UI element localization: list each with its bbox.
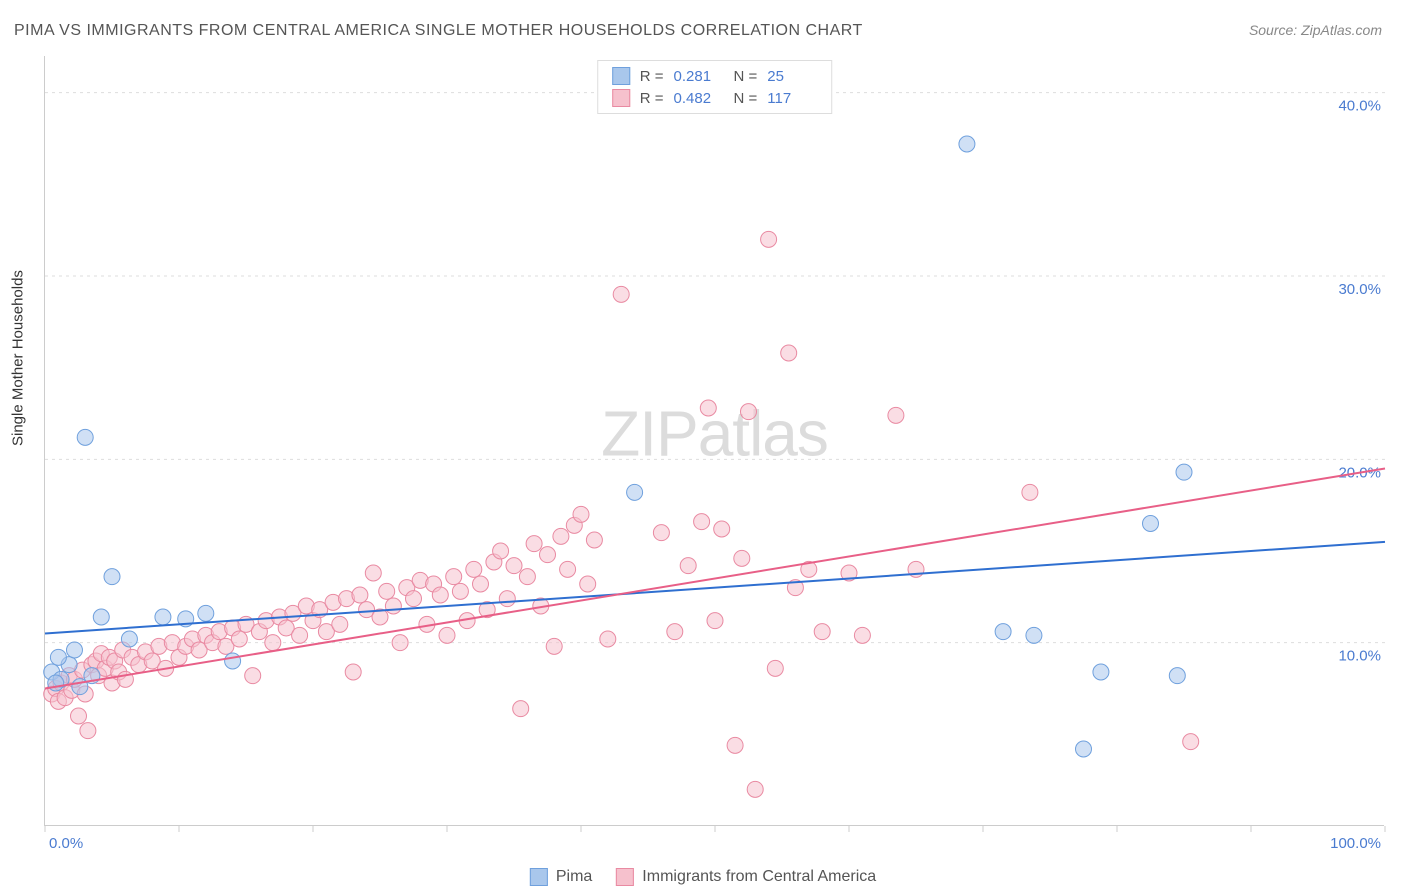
n-label: N = <box>734 68 758 85</box>
correlation-row-pima: R = 0.281 N = 25 <box>612 65 818 87</box>
correlation-row-immigrants: R = 0.482 N = 117 <box>612 87 818 109</box>
n-label: N = <box>734 90 758 107</box>
chart-title: PIMA VS IMMIGRANTS FROM CENTRAL AMERICA … <box>14 22 863 40</box>
svg-text:10.0%: 10.0% <box>1338 648 1381 665</box>
plot-area: ZIPatlas R = 0.281 N = 25 R = 0.482 N = … <box>44 56 1384 826</box>
y-axis-title: Single Mother Households <box>10 270 27 446</box>
svg-text:30.0%: 30.0% <box>1338 281 1381 298</box>
legend-item: Immigrants from Central America <box>616 868 876 886</box>
series-legend: Pima Immigrants from Central America <box>530 868 876 886</box>
legend-label: Immigrants from Central America <box>642 868 876 886</box>
svg-text:100.0%: 100.0% <box>1330 835 1381 852</box>
legend-swatch <box>616 868 634 886</box>
swatch-pima <box>612 67 630 85</box>
legend-label: Pima <box>556 868 592 886</box>
legend-swatch <box>530 868 548 886</box>
r-label: R = <box>640 90 664 107</box>
r-label: R = <box>640 68 664 85</box>
legend-item: Pima <box>530 868 592 886</box>
n-value-immigrants: 117 <box>767 90 817 107</box>
svg-text:40.0%: 40.0% <box>1338 98 1381 115</box>
svg-text:0.0%: 0.0% <box>49 835 83 852</box>
correlation-legend: R = 0.281 N = 25 R = 0.482 N = 117 <box>597 60 833 114</box>
r-value-immigrants: 0.482 <box>674 90 724 107</box>
source-attribution: Source: ZipAtlas.com <box>1249 22 1382 38</box>
chart-svg: 10.0%20.0%30.0%40.0%0.0%100.0% <box>45 56 1384 825</box>
r-value-pima: 0.281 <box>674 68 724 85</box>
swatch-immigrants <box>612 89 630 107</box>
n-value-pima: 25 <box>767 68 817 85</box>
